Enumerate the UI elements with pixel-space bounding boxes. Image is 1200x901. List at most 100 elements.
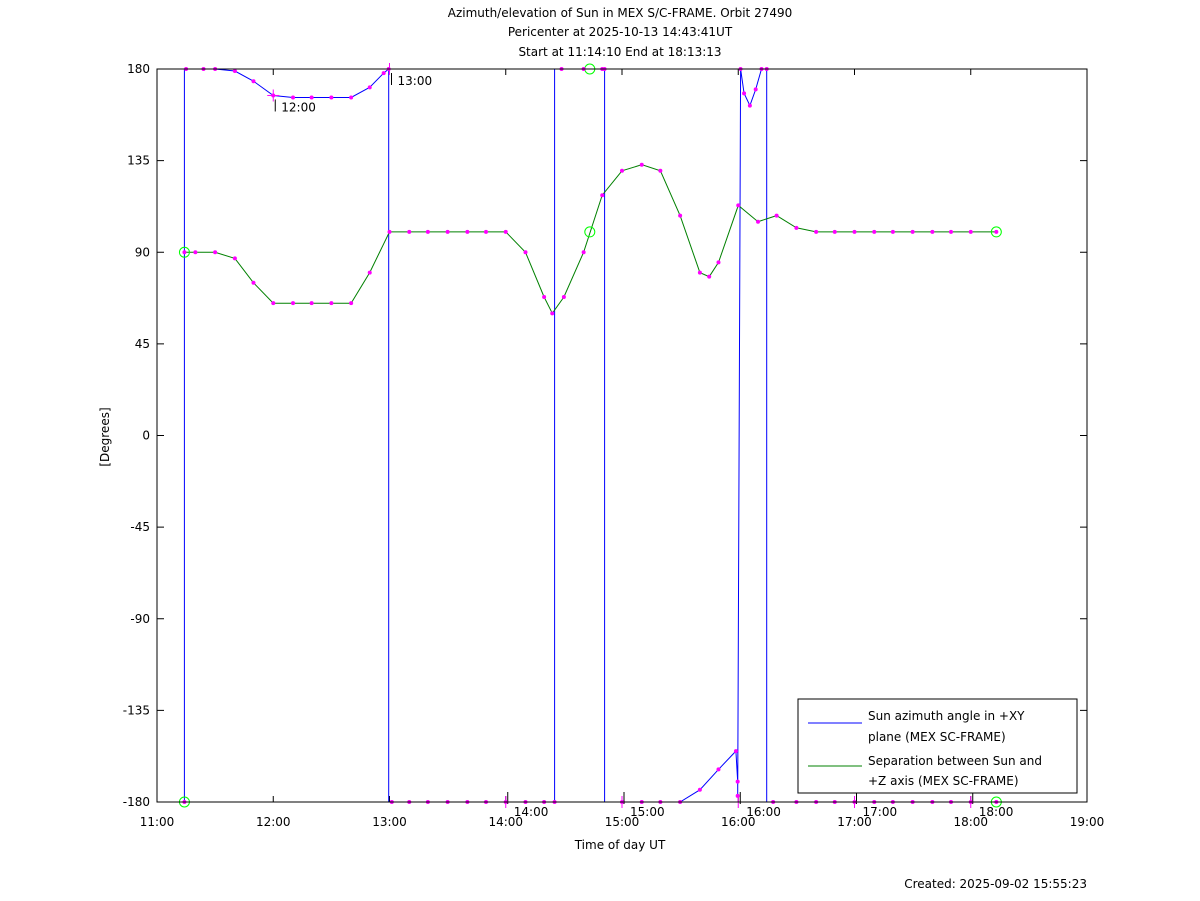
title-line-3: Start at 11:14:10 End at 18:13:13: [518, 45, 721, 59]
title-line-2: Pericenter at 2025-10-13 14:43:41UT: [508, 25, 733, 39]
hour-marker-label: 16:00: [746, 805, 781, 819]
separation-data-point: [465, 229, 470, 234]
azimuth-data-point: [309, 95, 314, 100]
azimuth-data-point: [733, 749, 738, 754]
x-tick-label: 17:00: [837, 815, 872, 829]
azimuth-data-point: [329, 95, 334, 100]
separation-data-point: [774, 213, 779, 218]
separation-data-point: [367, 270, 372, 275]
plot-frame: [156, 68, 1088, 803]
event-circle-marker: [584, 226, 596, 238]
azimuth-data-point: [735, 793, 740, 798]
azimuth-data-point: [271, 93, 276, 98]
separation-series-line: [184, 164, 997, 315]
x-tick-label: 19:00: [1070, 815, 1105, 829]
axis-tick-labels: 11:00 12:00 13:00 14:00 15:00 16:00 17:00 18:00…: [123, 62, 1105, 829]
y-tick-label: 45: [135, 337, 150, 351]
separation-data-point: [483, 229, 488, 234]
y-tick-label: -90: [130, 612, 150, 626]
azimuth-data-point: [349, 95, 354, 100]
azimuth-data-point: [232, 69, 237, 74]
hour-marker-label: 12:00: [281, 100, 316, 114]
x-tick-label: 12:00: [256, 815, 291, 829]
separation-data-point: [182, 250, 187, 255]
separation-data-point: [994, 229, 999, 234]
separation-data-point: [930, 229, 935, 234]
legend-label-azimuth-line-1: Sun azimuth angle in +XY: [868, 709, 1025, 723]
separation-data-point: [794, 225, 799, 230]
separation-data-point: [542, 295, 547, 300]
chart-title: Azimuth/elevation of Sun in MEX S/C-FRAM…: [448, 6, 793, 59]
separation-data-point: [550, 311, 555, 316]
azimuth-data-point: [251, 79, 256, 84]
separation-data-point: [814, 229, 819, 234]
y-tick-label: 0: [142, 429, 150, 443]
hour-marker-label: 13:00: [398, 74, 433, 88]
azimuth-data-point: [753, 87, 758, 92]
separation-data-point: [678, 213, 683, 218]
separation-data-point: [425, 229, 430, 234]
x-axis-label: Time of day UT: [574, 838, 666, 852]
event-circle-marker: [178, 246, 190, 258]
legend-label-azimuth-line-2: plane (MEX SC-FRAME): [868, 730, 1006, 744]
separation-data-point: [329, 301, 334, 306]
hour-marker-label: 17:00: [863, 805, 898, 819]
separation-data-point: [707, 274, 712, 279]
separation-data-point: [407, 229, 412, 234]
azimuth-data-point: [381, 71, 386, 76]
separation-data-point: [872, 229, 877, 234]
title-line-1: Azimuth/elevation of Sun in MEX S/C-FRAM…: [448, 6, 793, 20]
x-tick-label: 15:00: [605, 815, 640, 829]
hour-marker-label: 18:00: [979, 805, 1014, 819]
x-tick-label: 14:00: [488, 815, 523, 829]
y-tick-label: 135: [127, 154, 150, 168]
separation-data-point: [193, 250, 198, 255]
azimuth-data-point: [735, 779, 740, 784]
separation-data-point: [445, 229, 450, 234]
plot-series: [183, 69, 997, 802]
separation-data-point: [349, 301, 354, 306]
separation-data-point: [852, 229, 857, 234]
azimuth-data-point: [697, 787, 702, 792]
x-tick-label: 18:00: [953, 815, 988, 829]
sample-points: [182, 67, 999, 804]
separation-data-point: [251, 280, 256, 285]
y-tick-label: -135: [123, 703, 150, 717]
axis-ticks: [156, 68, 1088, 803]
separation-data-point: [291, 301, 296, 306]
azimuth-data-point: [367, 85, 372, 90]
separation-data-point: [271, 301, 276, 306]
separation-data-point: [309, 301, 314, 306]
separation-data-point: [387, 229, 392, 234]
separation-data-point: [716, 260, 721, 265]
azimuth-data-point: [742, 91, 747, 96]
legend-label-separation-line-2: +Z axis (MEX SC-FRAME): [868, 774, 1019, 788]
separation-data-point: [832, 229, 837, 234]
azimuth-series-line: [183, 69, 997, 802]
separation-data-point: [697, 270, 702, 275]
created-timestamp: Created: 2025-09-02 15:55:23: [904, 877, 1087, 891]
x-tick-label: 16:00: [721, 815, 756, 829]
separation-data-point: [581, 250, 586, 255]
hour-marker-label: 15:00: [630, 805, 665, 819]
separation-data-point: [600, 193, 605, 198]
separation-data-point: [948, 229, 953, 234]
separation-data-point: [910, 229, 915, 234]
y-tick-label: -45: [130, 520, 150, 534]
y-tick-label: -180: [123, 795, 150, 809]
separation-data-point: [890, 229, 895, 234]
separation-data-point: [523, 250, 528, 255]
separation-data-point: [968, 229, 973, 234]
separation-data-point: [658, 168, 663, 173]
separation-data-point: [503, 229, 508, 234]
separation-data-point: [620, 168, 624, 173]
separation-data-point: [756, 219, 761, 224]
event-circle-marker: [990, 226, 1002, 238]
y-tick-label: 90: [135, 245, 150, 259]
separation-data-point: [213, 250, 218, 255]
y-tick-label: 180: [127, 62, 150, 76]
separation-data-point: [736, 203, 741, 208]
x-tick-label: 11:00: [140, 815, 175, 829]
hour-marker-label: 14:00: [514, 805, 549, 819]
separation-data-point: [232, 256, 237, 261]
